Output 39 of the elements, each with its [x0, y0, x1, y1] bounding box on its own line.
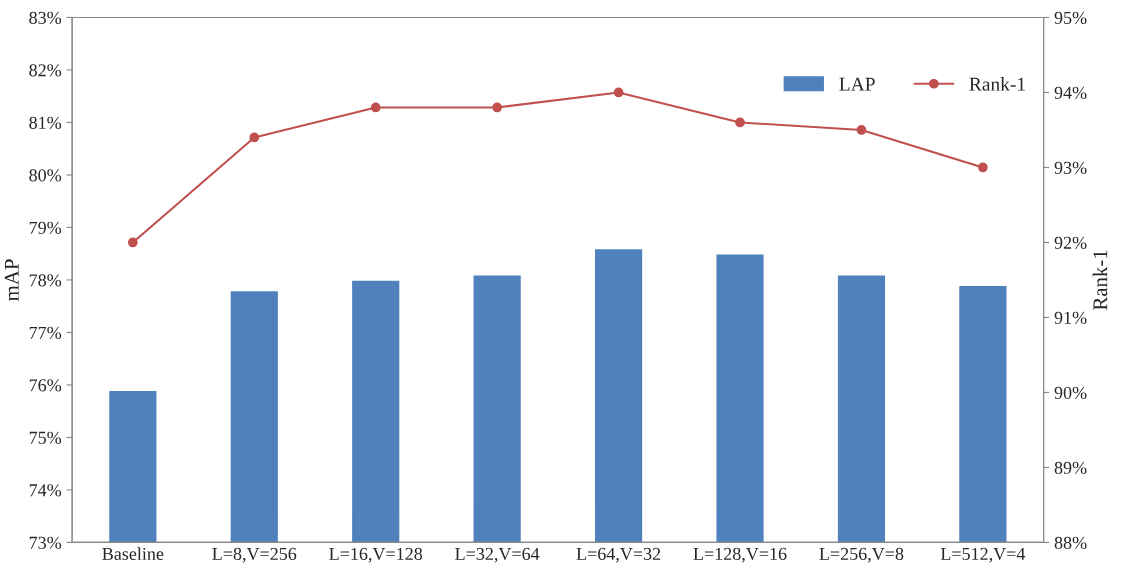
x-tick-label: L=8,V=256: [212, 547, 297, 563]
x-tick-label: L=128,V=16: [693, 547, 787, 563]
y-tick-label: 74%: [29, 484, 62, 497]
y-tick-label: 83%: [29, 11, 62, 24]
y-tick-label: 82%: [29, 64, 62, 77]
y2-tick-label: 90%: [1054, 386, 1087, 399]
y2-axis-title: Rank-1: [1092, 250, 1108, 311]
point: [613, 87, 624, 98]
y2-tick-label: 89%: [1054, 461, 1087, 474]
y2-tick-label: 95%: [1054, 11, 1087, 24]
y-axis-title: mAP: [4, 259, 19, 301]
y-tick-label: 79%: [29, 221, 62, 234]
y2-tick-label: 88%: [1054, 536, 1087, 549]
y2-tick-label: 93%: [1054, 161, 1087, 174]
y2-tick-label: 92%: [1054, 236, 1087, 249]
point: [978, 162, 988, 173]
x-tick-label: L=16,V=128: [329, 547, 423, 563]
y-tick-label: 78%: [29, 274, 62, 287]
x-tick-label: L=32,V=64: [455, 547, 540, 563]
point: [249, 132, 260, 143]
y2-tick-label: 94%: [1054, 86, 1087, 99]
y-tick-label: 80%: [29, 169, 62, 182]
y-tick-label: 73%: [29, 536, 62, 549]
point: [370, 102, 381, 113]
y2-tick-label: 91%: [1054, 311, 1087, 324]
y-tick-label: 75%: [29, 431, 62, 444]
point: [492, 102, 503, 113]
legend-label: Rank-1: [969, 77, 1025, 91]
x-tick-label: L=256,V=8: [819, 547, 904, 563]
y-tick-label: 77%: [29, 326, 62, 339]
legend-label: LAP: [839, 77, 875, 91]
x-tick-label: Baseline: [102, 547, 164, 560]
y-tick-label: 81%: [29, 116, 62, 129]
x-tick-label: L=512,V=4: [940, 547, 1026, 563]
point: [735, 117, 745, 128]
y-tick-label: 76%: [29, 379, 62, 392]
point: [127, 237, 138, 248]
point: [856, 125, 867, 135]
x-tick-label: L=64,V=32: [576, 547, 661, 563]
